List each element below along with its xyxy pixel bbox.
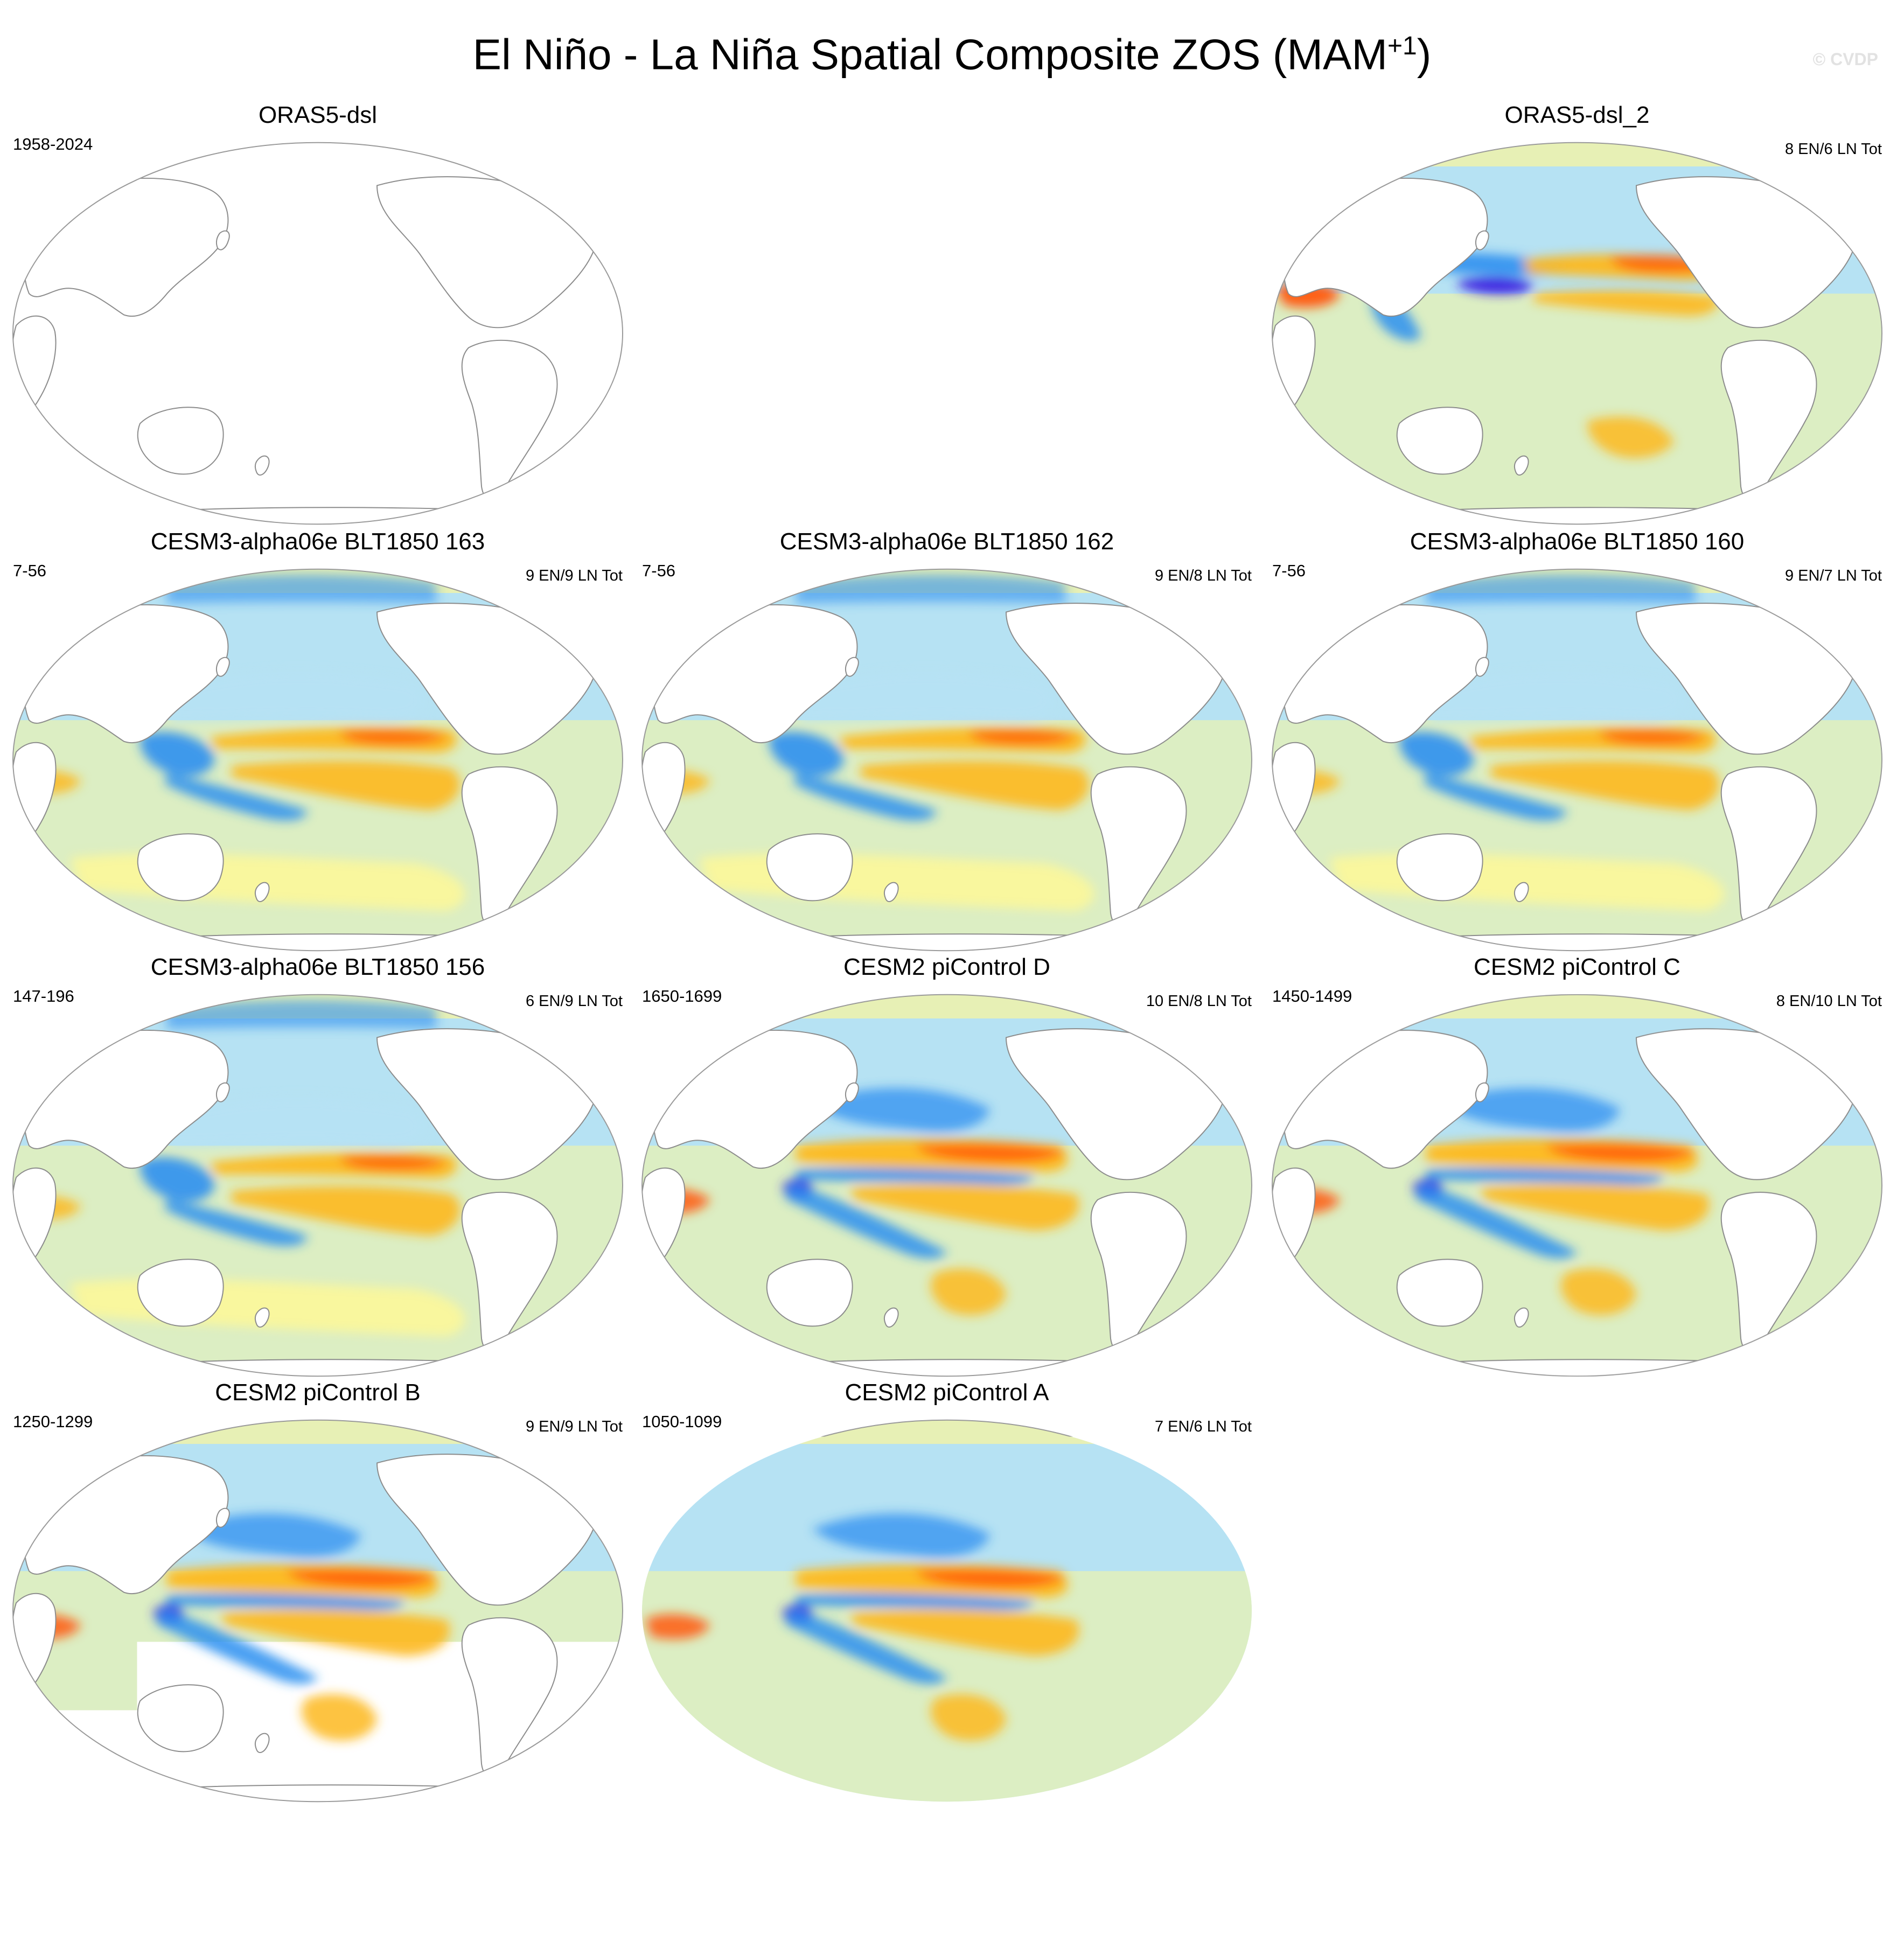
colorbar-swatch (1307, 1842, 1380, 1870)
colorbar-swatch (1162, 1842, 1235, 1870)
map-field (634, 987, 1259, 1384)
north-america-land (377, 177, 596, 327)
map-field (5, 1412, 630, 1810)
colorbar-unit-label: cm (0, 1913, 1904, 1946)
panel-blt1850-163: CESM3-alpha06e BLT1850 163 7-56 9 EN/9 L… (5, 528, 630, 959)
colorbar-swatch (1017, 1842, 1090, 1870)
colorbar-swatch (1453, 1842, 1525, 1870)
africa-land (12, 316, 56, 411)
map-blt1850-162 (634, 561, 1259, 959)
colorbar-swatch (945, 1842, 1017, 1870)
arctic-wash (1265, 135, 1889, 166)
colorbar-swatch (1380, 1842, 1453, 1870)
map-cesm2-picontrol-a (634, 1412, 1259, 1810)
arctic-wash (5, 1412, 630, 1444)
map-field (5, 987, 630, 1384)
panel-title: CESM3-alpha06e BLT1850 160 (1265, 528, 1889, 556)
panel-title: CESM3-alpha06e BLT1850 163 (5, 528, 630, 556)
map-field (5, 561, 630, 959)
panel-oras5-dsl-2: ORAS5-dsl_2 8 EN/6 LN Tot (1265, 101, 1889, 532)
colorbar-tick: 24 (1482, 1876, 1568, 1914)
panel-cesm2-picontrol-b: CESM2 piControl B 1250-1299 9 EN/9 LN To… (5, 1379, 630, 1810)
colorbar-swatch (872, 1842, 945, 1870)
panel-cesm2-picontrol-a: CESM2 piControl A 1050-1099 7 EN/6 LN To… (634, 1379, 1259, 1810)
map-cesm2-picontrol-c (1265, 987, 1889, 1384)
antarctica-land (70, 1785, 598, 1810)
map-field (634, 1412, 1259, 1810)
colorbar-swatch (365, 1842, 437, 1870)
arctic-negative (1426, 575, 1696, 604)
map-blt1850-160 (1265, 561, 1889, 959)
main-title: El Niño - La Niña Spatial Composite ZOS … (0, 20, 1904, 81)
colorbar-swatch (437, 1842, 510, 1870)
antarctica-land (1329, 1359, 1857, 1384)
panel-title: CESM2 piControl A (634, 1379, 1259, 1407)
asia-land (24, 178, 228, 316)
arctic-negative (167, 1000, 436, 1029)
colorbar-swatch (800, 1842, 873, 1870)
panel-blt1850-162: CESM3-alpha06e BLT1850 162 7-56 9 EN/8 L… (634, 528, 1259, 959)
colorbar-swatch (1090, 1842, 1162, 1870)
map-field (1265, 561, 1889, 959)
map-blt1850-163 (5, 561, 630, 959)
panel-title: CESM3-alpha06e BLT1850 156 (5, 953, 630, 981)
colorbar-swatch (1235, 1842, 1308, 1870)
panel-blt1850-156: CESM3-alpha06e BLT1850 156 147-196 6 EN/… (5, 953, 630, 1384)
panel-title: ORAS5-dsl_2 (1265, 101, 1889, 129)
arctic-negative (167, 575, 436, 604)
arctic-wash (634, 1412, 1259, 1444)
colorbar-swatch (510, 1842, 582, 1870)
colorbar-swatch (654, 1842, 727, 1870)
panel-title: CESM2 piControl D (634, 953, 1259, 981)
colorbar-swatch (582, 1842, 655, 1870)
arctic-wash (1265, 987, 1889, 1018)
map-field (1265, 135, 1889, 532)
map-field (634, 561, 1259, 959)
watermark: © CVDP (1813, 50, 1878, 69)
map-blt1850-156 (5, 987, 630, 1384)
map-oras5-dsl-2 (1265, 135, 1889, 532)
new-zealand-land (255, 456, 269, 475)
land-masses (12, 177, 598, 532)
panel-title: CESM2 piControl C (1265, 953, 1889, 981)
panel-blt1850-160: CESM3-alpha06e BLT1850 160 7-56 9 EN/7 L… (1265, 528, 1889, 959)
map-field (1265, 987, 1889, 1384)
panel-title: ORAS5-dsl (5, 101, 630, 129)
colorbar-swatch (1525, 1842, 1598, 1870)
panel-cesm2-picontrol-c: CESM2 piControl C 1450-1499 8 EN/10 LN T… (1265, 953, 1889, 1384)
arctic-negative (796, 575, 1065, 604)
panel-title: CESM2 piControl B (5, 1379, 630, 1407)
panel-cesm2-picontrol-d: CESM2 piControl D 1650-1699 10 EN/8 LN T… (634, 953, 1259, 1384)
arctic-wash (634, 987, 1259, 1018)
map-field (12, 177, 598, 532)
colorbar-swatch (292, 1842, 365, 1870)
panel-title: CESM3-alpha06e BLT1850 162 (634, 528, 1259, 556)
panel-oras5-dsl: ORAS5-dsl 1958-2024 (5, 101, 630, 532)
australia-land (138, 407, 224, 474)
antarctica-land (699, 1785, 1227, 1810)
map-blank (5, 135, 630, 532)
south-america-land (462, 340, 557, 501)
map-cesm2-picontrol-d (634, 987, 1259, 1384)
map-cesm2-picontrol-b (5, 1412, 630, 1810)
colorbar-swatch (727, 1842, 800, 1870)
